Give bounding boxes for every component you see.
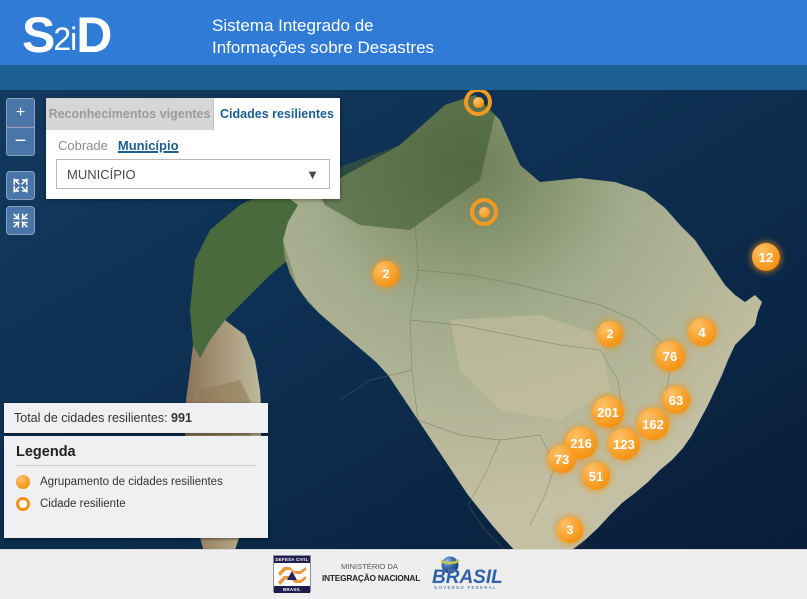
- svg-text:GOVERNO FEDERAL: GOVERNO FEDERAL: [434, 585, 497, 590]
